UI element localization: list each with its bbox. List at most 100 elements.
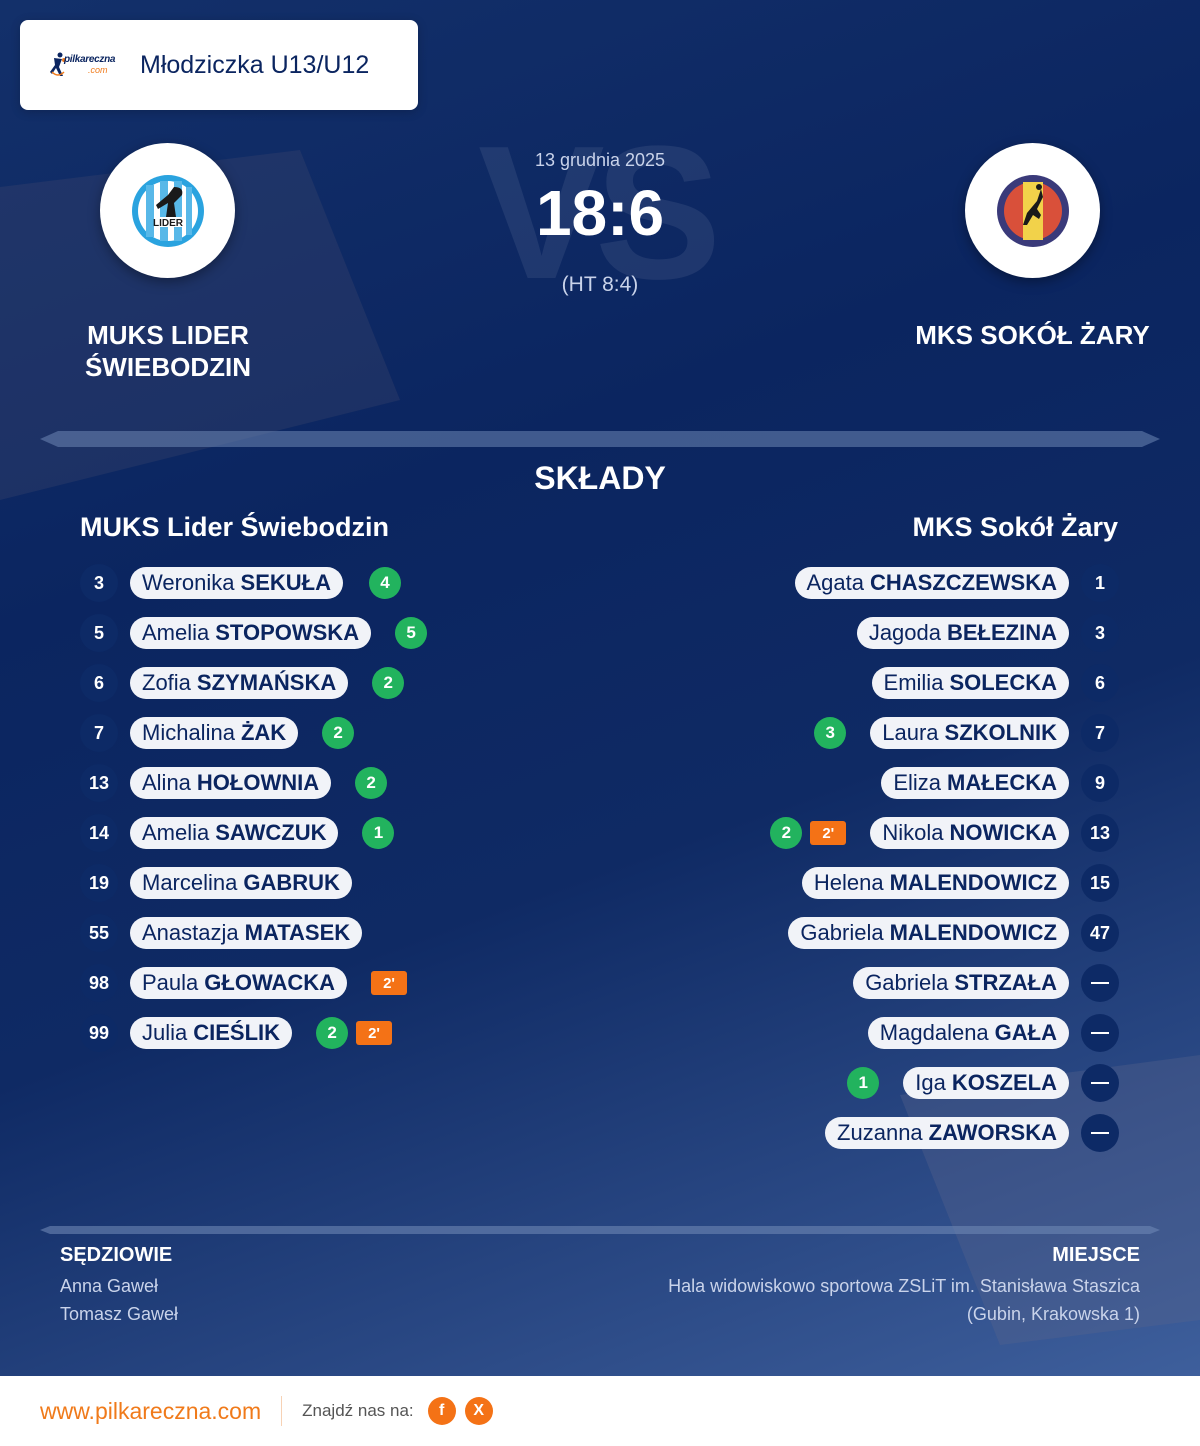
player-row[interactable]: Jagoda BEŁEZINA 3 [770, 608, 1119, 658]
player-name[interactable]: Iga KOSZELA [903, 1067, 1069, 1099]
player-name[interactable]: Magdalena GAŁA [867, 1017, 1069, 1049]
penalty-2min-badge: 2' [356, 1021, 393, 1045]
first-name: Emilia [883, 670, 944, 695]
goals-badge: 2 [316, 1017, 349, 1049]
player-row[interactable]: 14 Amelia SAWCZUK 1 [80, 808, 427, 858]
last-name: HOŁOWNIA [196, 770, 320, 795]
player-name[interactable]: Alina HOŁOWNIA [130, 767, 332, 799]
x-twitter-icon[interactable]: X [464, 1397, 493, 1425]
player-name[interactable]: Anastazja MATASEK [130, 917, 363, 949]
player-name[interactable]: Amelia STOPOWSKA [130, 617, 372, 649]
player-name[interactable]: Zofia SZYMAŃSKA [130, 667, 349, 699]
pilkareczna-logo[interactable]: pilkareczna .com [50, 50, 120, 80]
first-name: Weronika [142, 570, 235, 595]
website-link[interactable]: www.pilkareczna.com [40, 1397, 262, 1424]
footer-separator [281, 1396, 283, 1426]
first-name: Anastazja [142, 920, 239, 945]
player-name[interactable]: Paula GŁOWACKA [130, 967, 348, 999]
player-name[interactable]: Gabriela MALENDOWICZ [788, 917, 1069, 949]
last-name: SOLECKA [949, 670, 1057, 695]
last-name: SEKUŁA [240, 570, 331, 595]
player-name[interactable]: Zuzanna ZAWORSKA [825, 1117, 1069, 1149]
away-team-logo[interactable] [965, 143, 1100, 278]
player-number-unknown [1081, 1014, 1119, 1052]
player-number: 98 [80, 964, 118, 1002]
player-row[interactable]: Magdalena GAŁA [770, 1008, 1119, 1058]
first-name: Amelia [142, 620, 210, 645]
last-name: MATASEK [244, 920, 351, 945]
last-name: STRZAŁA [954, 970, 1057, 995]
player-number: 15 [1081, 864, 1119, 902]
first-name: Zofia [142, 670, 191, 695]
home-team-name-line2: ŚWIEBODZIN [84, 352, 252, 382]
sokol-crest-icon [996, 174, 1069, 247]
first-name: Gabriela [865, 970, 949, 995]
goals-badge: 4 [368, 567, 401, 599]
player-number: 6 [1081, 664, 1119, 702]
player-row[interactable]: Emilia SOLECKA 6 [770, 658, 1119, 708]
first-name: Eliza [893, 770, 941, 795]
player-row[interactable]: 13 Alina HOŁOWNIA 2 [80, 758, 427, 808]
player-name[interactable]: Helena MALENDOWICZ [801, 867, 1069, 899]
player-row[interactable]: Agata CHASZCZEWSKA 1 [770, 558, 1119, 608]
player-name[interactable]: Laura SZKOLNIK [870, 717, 1069, 749]
player-row[interactable]: 5 Amelia STOPOWSKA 5 [80, 608, 428, 658]
first-name: Zuzanna [837, 1120, 923, 1145]
home-team-logo[interactable]: LIDER [100, 143, 235, 278]
player-row[interactable]: 98 Paula GŁOWACKA 2' [80, 958, 427, 1008]
player-row[interactable]: Gabriela STRZAŁA [770, 958, 1119, 1008]
player-name[interactable]: Eliza MAŁECKA [881, 767, 1069, 799]
goals-badge: 3 [814, 717, 847, 749]
first-name: Paula [142, 970, 199, 995]
player-name[interactable]: Nikola NOWICKA [870, 817, 1069, 849]
home-team-name[interactable]: MUKS LIDER ŚWIEBODZIN [68, 319, 268, 383]
player-row[interactable]: 99 Julia CIEŚLIK 2 2' [80, 1008, 427, 1058]
player-name[interactable]: Agata CHASZCZEWSKA [794, 567, 1069, 599]
dash-icon [1091, 1032, 1109, 1034]
first-name: Julia [142, 1020, 188, 1045]
player-row[interactable]: 6 Zofia SZYMAŃSKA 2 [80, 658, 427, 708]
last-name: MALENDOWICZ [889, 870, 1057, 895]
first-name: Nikola [882, 820, 944, 845]
player-name[interactable]: Weronika SEKUŁA [130, 567, 343, 599]
player-row[interactable]: 55 Anastazja MATASEK [80, 908, 427, 958]
player-name[interactable]: Julia CIEŚLIK [130, 1017, 293, 1049]
player-row[interactable]: Zuzanna ZAWORSKA [770, 1108, 1119, 1158]
player-number: 3 [1081, 614, 1119, 652]
player-name[interactable]: Jagoda BEŁEZINA [856, 617, 1069, 649]
player-row[interactable]: Helena MALENDOWICZ 15 [770, 858, 1119, 908]
venue-label: MIEJSCE [1052, 1244, 1140, 1266]
first-name: Helena [813, 870, 884, 895]
player-number: 47 [1081, 914, 1119, 952]
player-row[interactable]: Eliza MAŁECKA 9 [770, 758, 1119, 808]
home-roster: 3 Weronika SEKUŁA 4 5 Amelia STOPOWSKA 5 6… [80, 558, 428, 1058]
player-name[interactable]: Gabriela STRZAŁA [853, 967, 1069, 999]
player-name[interactable]: Emilia SOLECKA [871, 667, 1069, 699]
away-roster: Agata CHASZCZEWSKA 1 Jagoda BEŁEZINA 3 Emi… [770, 558, 1119, 1158]
last-name: BEŁEZINA [947, 620, 1057, 645]
footer-bar: www.pilkareczna.com Znajdź nas na: f X [0, 1376, 1200, 1446]
goals-badge: 1 [847, 1067, 880, 1099]
last-name: SAWCZUK [215, 820, 327, 845]
goals-badge: 5 [395, 617, 428, 649]
last-name: SZYMAŃSKA [196, 670, 337, 695]
away-team-name[interactable]: MKS SOKÓŁ ŻARY [915, 320, 1150, 350]
dash-icon [1091, 1132, 1109, 1134]
player-row[interactable]: 7 Michalina ŻAK 2 [80, 708, 427, 758]
player-name[interactable]: Amelia SAWCZUK [130, 817, 339, 849]
player-number: 14 [80, 814, 118, 852]
player-row[interactable]: 2 2' Nikola NOWICKA 13 [770, 808, 1119, 858]
goals-badge: 2 [322, 717, 355, 749]
facebook-icon[interactable]: f [427, 1397, 456, 1425]
player-row[interactable]: 1 Iga KOSZELA [770, 1058, 1119, 1108]
goals-badge: 2 [770, 817, 803, 849]
player-name[interactable]: Michalina ŻAK [130, 717, 299, 749]
player-number-unknown [1081, 1114, 1119, 1152]
player-row[interactable]: 3 Weronika SEKUŁA 4 [80, 558, 427, 608]
player-row[interactable]: 3 Laura SZKOLNIK 7 [770, 708, 1119, 758]
player-row[interactable]: Gabriela MALENDOWICZ 47 [770, 908, 1119, 958]
venue-info: Hala widowiskowo sportowa ZSLiT im. Stan… [668, 1272, 1140, 1328]
player-name[interactable]: Marcelina GABRUK [130, 867, 352, 899]
player-row[interactable]: 19 Marcelina GABRUK [80, 858, 427, 908]
last-name: KOSZELA [951, 1070, 1057, 1095]
